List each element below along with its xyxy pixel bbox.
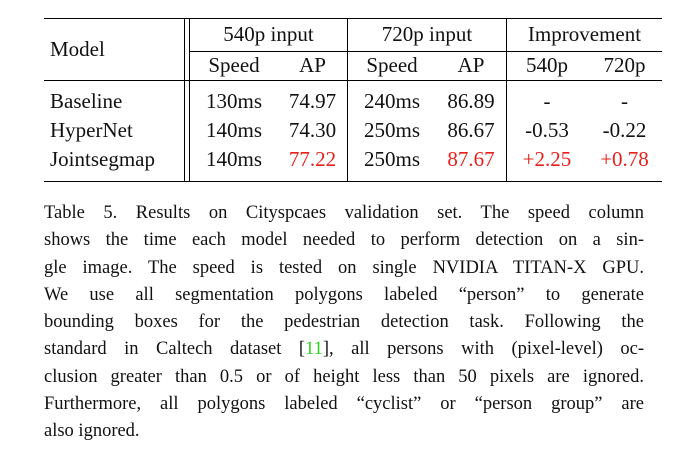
row-hypernet-speed-720: 250ms	[363, 118, 420, 142]
col-rule-720-improvement	[506, 18, 507, 182]
caption-line-4: We use all segmentation polygons labeled…	[44, 284, 644, 305]
row-jointsegmap-imp-540: +2.25	[522, 147, 572, 171]
row-baseline-ap-540: 74.97	[288, 89, 337, 113]
group-underline	[189, 51, 662, 52]
caption-line-1: Table 5. Results on Cityspcaes validatio…	[44, 203, 644, 223]
row-hypernet-imp-720: -0.22	[602, 118, 647, 142]
row-jointsegmap-ap-540: 77.22	[288, 147, 337, 171]
caption-line-6: standard in Caltech dataset [11], all pe…	[44, 336, 644, 363]
row-baseline-ap-720: 86.89	[447, 89, 495, 113]
top-rule	[44, 18, 662, 19]
row-jointsegmap-speed-720: 250ms	[363, 147, 420, 171]
header-model: Model	[50, 37, 105, 61]
caption-line-5: bounding boxes for the pedestrian detect…	[44, 312, 644, 333]
caption-line-2: shows the time each model needed to perf…	[44, 230, 644, 251]
table-caption: Table 5. Results on Cityspcaes validatio…	[44, 200, 644, 446]
header-improvement: Improvement	[527, 22, 642, 46]
row-baseline-imp-720: -	[621, 89, 628, 113]
row-baseline-speed-720: 240ms	[363, 89, 420, 113]
row-hypernet-imp-540: -0.53	[525, 118, 569, 142]
row-baseline-imp-540: -	[543, 89, 551, 113]
row-baseline-speed-540: 130ms	[205, 89, 262, 113]
header-rule	[44, 80, 662, 81]
subheader-imp-540: 540p	[526, 53, 568, 77]
caption-line-6-pre: standard in Caltech dataset [	[44, 339, 306, 360]
caption-line-3: gle image. The speed is tested on single…	[44, 257, 644, 278]
row-jointsegmap-speed-540: 140ms	[205, 147, 262, 171]
row-hypernet-speed-540: 140ms	[205, 118, 262, 142]
row-jointsegmap-ap-720: 87.67	[447, 147, 495, 171]
subheader-ap-720: AP	[457, 53, 485, 77]
subheader-speed-540: Speed	[208, 53, 260, 77]
caption-line-6-post: ], all persons with (pixel-level) oc-	[322, 339, 645, 360]
subheader-ap-540: AP	[299, 53, 326, 77]
results-table: Model 540p input 720p input Improvement …	[44, 18, 662, 182]
subheader-imp-720: 720p	[603, 53, 646, 77]
caption-line-7: clusion greater than 0.5 or of height le…	[44, 366, 644, 387]
row-hypernet-ap-720: 86.67	[447, 118, 495, 142]
row-jointsegmap-imp-720: +0.78	[600, 147, 649, 171]
caption-line-9: also ignored.	[44, 421, 140, 442]
caption-line-8: Furthermore, all polygons labeled “cycli…	[44, 394, 644, 415]
header-720p-input: 720p input	[381, 22, 473, 46]
row-baseline-model: Baseline	[50, 89, 123, 113]
model-double-rule-a	[184, 18, 185, 182]
bottom-rule	[44, 181, 662, 182]
row-jointsegmap-model: Jointsegmap	[50, 147, 155, 171]
header-540p-input: 540p input	[223, 22, 314, 46]
row-hypernet-ap-540: 74.30	[288, 118, 337, 142]
col-rule-540-720	[347, 18, 348, 182]
citation-link[interactable]: 11	[305, 339, 323, 360]
subheader-speed-720: Speed	[366, 53, 418, 77]
model-double-rule-b	[189, 18, 190, 182]
row-hypernet-model: HyperNet	[50, 118, 133, 142]
